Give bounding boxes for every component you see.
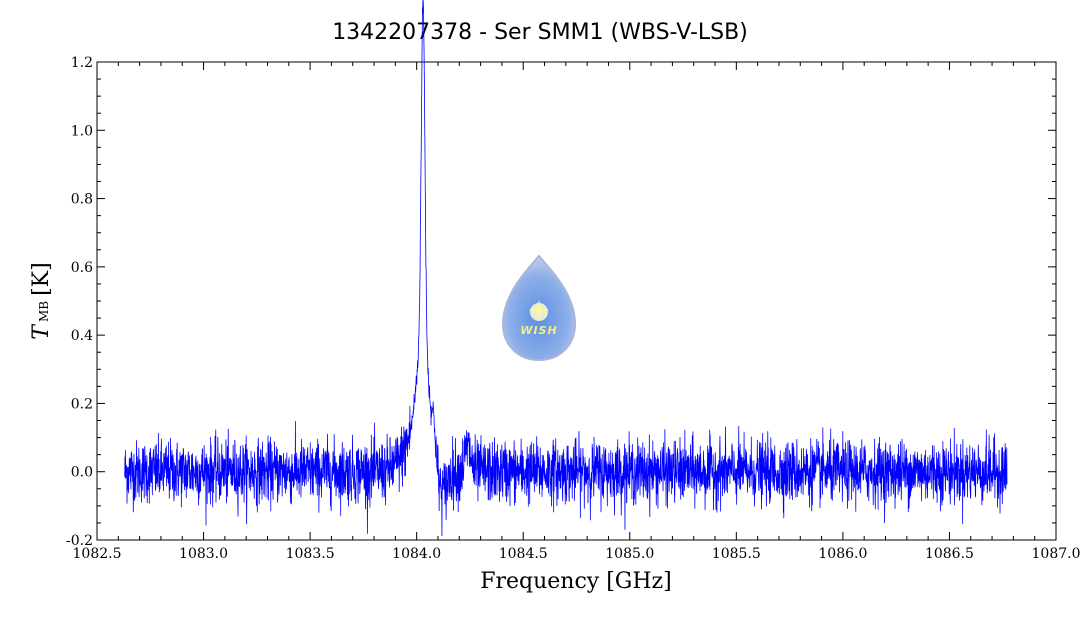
y-tick-label: 1.0 [71,123,93,139]
y-tick-label: 0.8 [71,192,93,208]
star-icon [529,300,549,320]
y-tick-label: 0.2 [71,396,93,412]
y-tick-label: -0.2 [66,533,93,549]
y-axis-label: TMB [K] [29,262,54,339]
x-tick-labels: 1082.5 1083.0 1083.5 1084.0 1084.5 1085.0 1085… [73,546,1080,562]
y-tick-label: 1.2 [71,55,93,71]
x-tick-label: 1083.0 [179,546,228,562]
logo-text: WISH [520,324,557,337]
y-tick-labels: -0.2 0.0 0.2 0.4 0.6 0.8 1.0 1.2 [66,55,93,549]
y-tick-label: 0.6 [71,260,93,276]
x-tick-label: 1084.0 [392,546,441,562]
y-axis-unit: [K] [29,262,54,296]
x-tick-label: 1083.5 [286,546,335,562]
x-axis-label: Frequency [GHz] [480,569,672,594]
x-tick-label: 1082.5 [73,546,122,562]
x-tick-label: 1086.5 [925,546,974,562]
y-axis-symbol: T [29,323,54,340]
x-tick-label: 1086.0 [818,546,867,562]
y-tick-label: 0.0 [71,465,93,481]
series-line [124,0,1008,537]
chart-title: 1342207378 - Ser SMM1 (WBS-V-LSB) [332,20,748,45]
axis-ticks [96,61,1057,541]
x-tick-label: 1085.5 [712,546,761,562]
x-tick-label: 1085.0 [605,546,654,562]
y-axis-subscript: MB [37,301,51,322]
x-tick-label: 1084.5 [499,546,548,562]
x-tick-label: 1087.0 [1032,546,1080,562]
y-tick-label: 0.4 [71,328,93,344]
wish-logo: WISH [501,254,577,362]
